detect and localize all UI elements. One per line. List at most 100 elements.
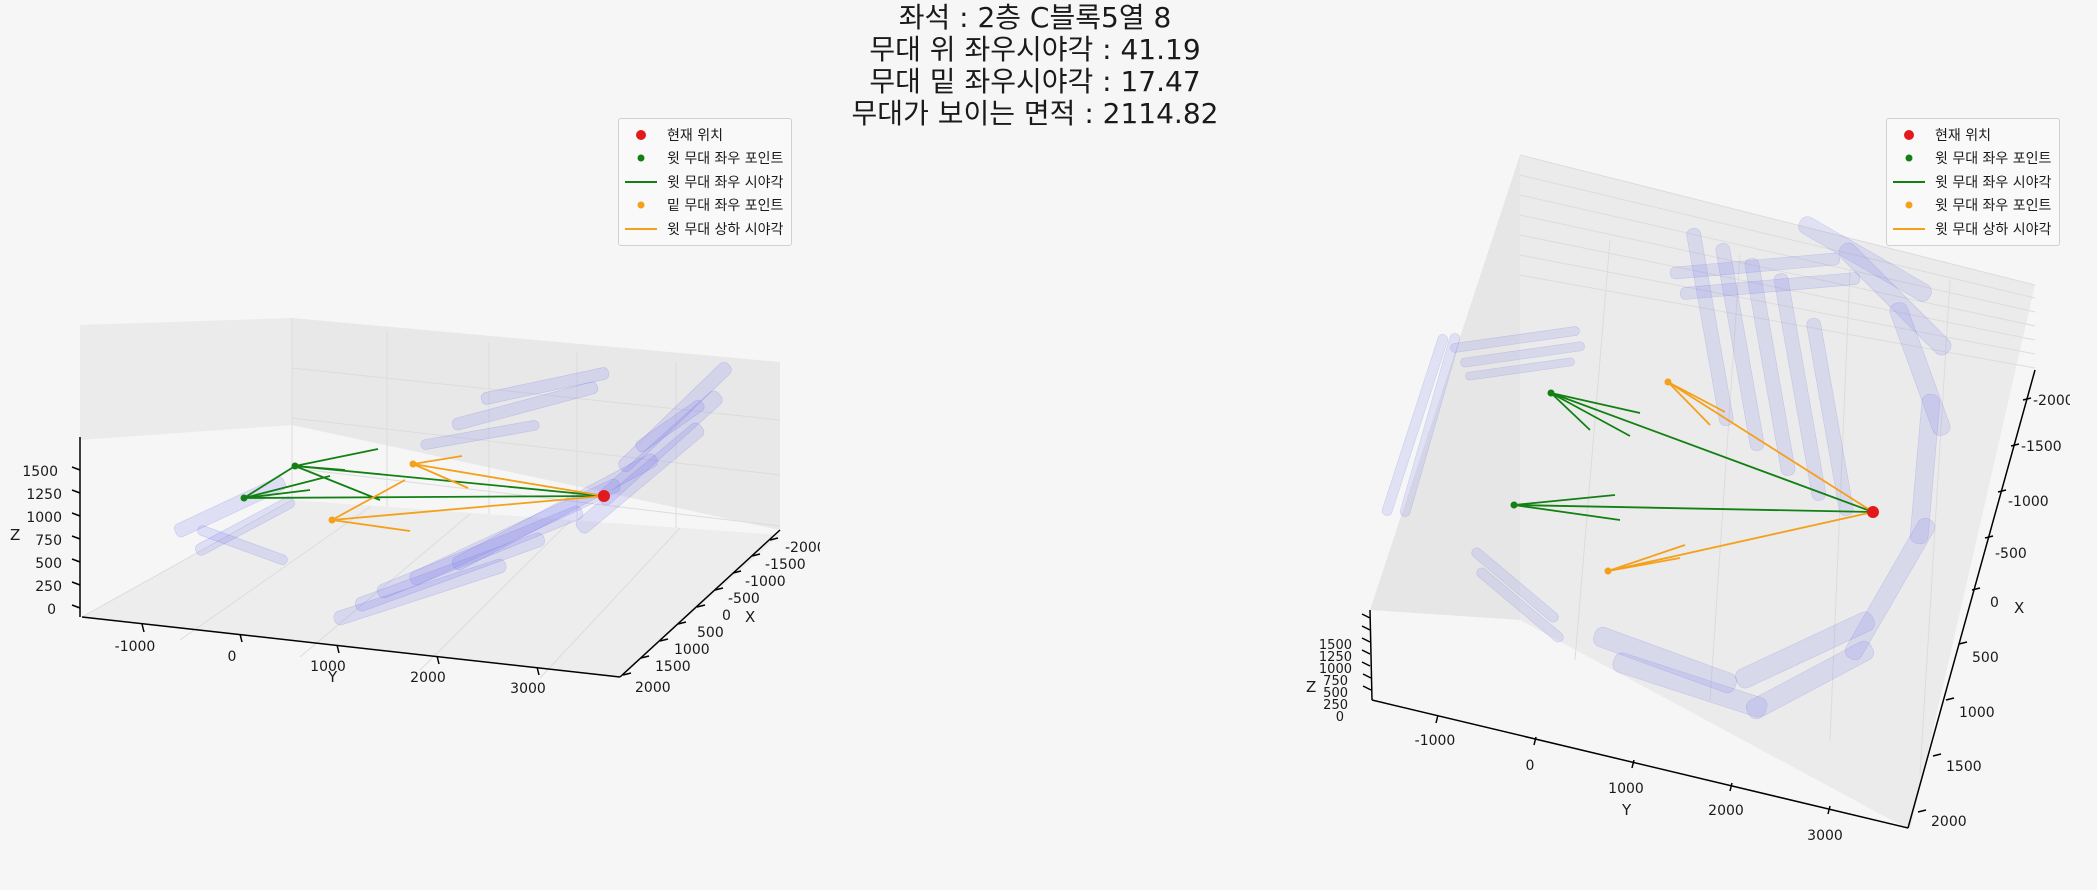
tick-marks	[71, 466, 779, 676]
pane-floor	[82, 500, 780, 677]
legend-item: 밑 무대 좌우 포인트	[625, 194, 783, 218]
y-axis-label: Y	[1621, 801, 1632, 819]
legend-item: 윗 무대 좌우 포인트	[1893, 194, 2051, 218]
z-tick-label-1000: 1000	[1319, 662, 1352, 677]
x-tick-label-neg2000: -2000	[785, 540, 820, 556]
x-tick-label-neg500: -500	[728, 591, 760, 607]
x-tick-label-neg1000: -1000	[2008, 494, 2049, 510]
legend-label: 밑 무대 좌우 포인트	[667, 198, 784, 215]
lower-stage-point-bottom	[1604, 567, 1612, 575]
z-tick-label-1250: 1250	[1319, 650, 1352, 665]
legend-item: 윗 무대 상하 시야각	[625, 217, 783, 241]
y-tick-label-3000: 3000	[1807, 828, 1843, 844]
x-tick-label-1000: 1000	[1959, 705, 1995, 721]
seat-points	[1381, 216, 1952, 720]
x-tick-label-2000: 2000	[635, 680, 671, 696]
legend-label: 윗 무대 좌우 시야각	[667, 174, 784, 191]
seat-cluster-center	[333, 453, 659, 626]
x-tick-label-0: 0	[722, 608, 731, 624]
seat-row	[1773, 273, 1827, 501]
y-tick-label-3000: 3000	[510, 681, 546, 697]
seat-row	[1612, 652, 1768, 718]
y-tick-label-0: 0	[1526, 758, 1535, 774]
z-tick-label-1500: 1500	[22, 464, 58, 480]
seat-row	[1746, 640, 1874, 720]
y-tick-label-neg1000: -1000	[115, 639, 156, 655]
z-tick-label-0: 0	[47, 602, 56, 618]
seat-row	[1679, 272, 1861, 300]
upper-stage-point-bottom	[1510, 501, 1518, 509]
axis-lines	[79, 437, 781, 678]
legend-item: 윗 무대 상하 시야각	[1893, 217, 2051, 241]
lower-stage-point-top	[1664, 378, 1672, 386]
seat-row	[451, 381, 599, 431]
x-tick-label-2000: 2000	[1931, 814, 1967, 830]
legend-dot-swatch	[1893, 128, 1925, 142]
legend-line-swatch	[1893, 222, 1925, 236]
legend-dot-swatch	[625, 151, 657, 165]
seat-row	[451, 453, 659, 571]
seat-points	[174, 362, 732, 626]
seat-row	[1476, 567, 1564, 643]
legend-item: 현재 위치	[1893, 123, 2051, 147]
x-tick-label-neg500: -500	[1995, 546, 2027, 562]
seat-row	[1744, 258, 1796, 476]
y-tick-label-neg1000: -1000	[1415, 733, 1456, 749]
x-tick-label-1500: 1500	[655, 659, 691, 675]
seat-cluster-bottom-bowl	[1593, 611, 1875, 720]
x-tick-label-neg1000: -1000	[745, 574, 786, 590]
legend-dot-swatch	[1893, 198, 1925, 212]
left-3d-plot: 1500 1250 1000 750 500 250 0 Z -1000 0 1…	[10, 318, 820, 697]
seat-row	[409, 478, 621, 586]
seat-row	[1686, 227, 1734, 427]
seat-row	[1593, 626, 1737, 694]
seat-row	[1798, 216, 1932, 302]
seat-row	[355, 532, 545, 612]
y-tick-label-1000: 1000	[1608, 781, 1644, 797]
title-lower-angle-line: 무대 밑 좌우시야각 : 17.47	[869, 65, 1201, 98]
x-axis-label: X	[745, 608, 755, 626]
seat-row	[197, 525, 288, 566]
x-axis-label: X	[2014, 599, 2024, 617]
y-tick-label-1000: 1000	[310, 659, 346, 675]
seat-row	[1669, 252, 1841, 280]
seat-cluster-left-rows	[174, 476, 295, 566]
y-axis-label: Y	[327, 668, 338, 686]
z-tick-label-1250: 1250	[26, 487, 62, 503]
seat-row	[1460, 341, 1585, 368]
seat-row	[635, 399, 705, 453]
y-tick-label-2000: 2000	[1708, 803, 1744, 819]
z-tick-label-250: 250	[1323, 698, 1348, 713]
seat-row	[1715, 243, 1765, 451]
x-tick-label-neg1500: -1500	[765, 557, 806, 573]
legend-line-swatch	[1893, 175, 1925, 189]
y-tick-label-0: 0	[228, 649, 237, 665]
y-tick-label-2000: 2000	[410, 670, 446, 686]
legend-label: 윗 무대 상하 시야각	[667, 221, 784, 238]
legend-item: 윗 무대 좌우 포인트	[1893, 147, 2051, 171]
title-upper-angle-line: 무대 위 좌우시야각 : 41.19	[869, 33, 1201, 66]
seat-row	[376, 505, 584, 599]
upper-stage-view-lines	[1513, 392, 1874, 521]
z-tick-label-0: 0	[1336, 710, 1344, 725]
legend-dot-swatch	[625, 128, 657, 142]
x-tick-label-1000: 1000	[674, 642, 710, 658]
z-tick-label-250: 250	[35, 579, 62, 595]
seat-row	[1465, 357, 1575, 381]
upper-stage-point-right	[240, 494, 248, 502]
grid-lines	[81, 318, 781, 679]
legend-item: 현재 위치	[625, 123, 783, 147]
legend-label: 윗 무대 좌우 시야각	[1935, 174, 2052, 191]
seat-row	[1909, 393, 1941, 545]
z-tick-label-1000: 1000	[26, 510, 62, 526]
legend-dot-swatch	[625, 198, 657, 212]
x-tick-label-neg1500: -1500	[2021, 439, 2062, 455]
x-tick-label-500: 500	[1972, 650, 1999, 666]
legend-label: 윗 무대 좌우 포인트	[1935, 151, 2052, 168]
x-tick-label-1500: 1500	[1946, 759, 1982, 775]
seat-cluster-right-bowl	[1798, 216, 1952, 661]
x-tick-label-neg2000: -2000	[2033, 393, 2070, 409]
z-tick-label-500: 500	[35, 556, 62, 572]
pane-back-right	[1520, 155, 2035, 830]
seat-row	[420, 420, 540, 450]
